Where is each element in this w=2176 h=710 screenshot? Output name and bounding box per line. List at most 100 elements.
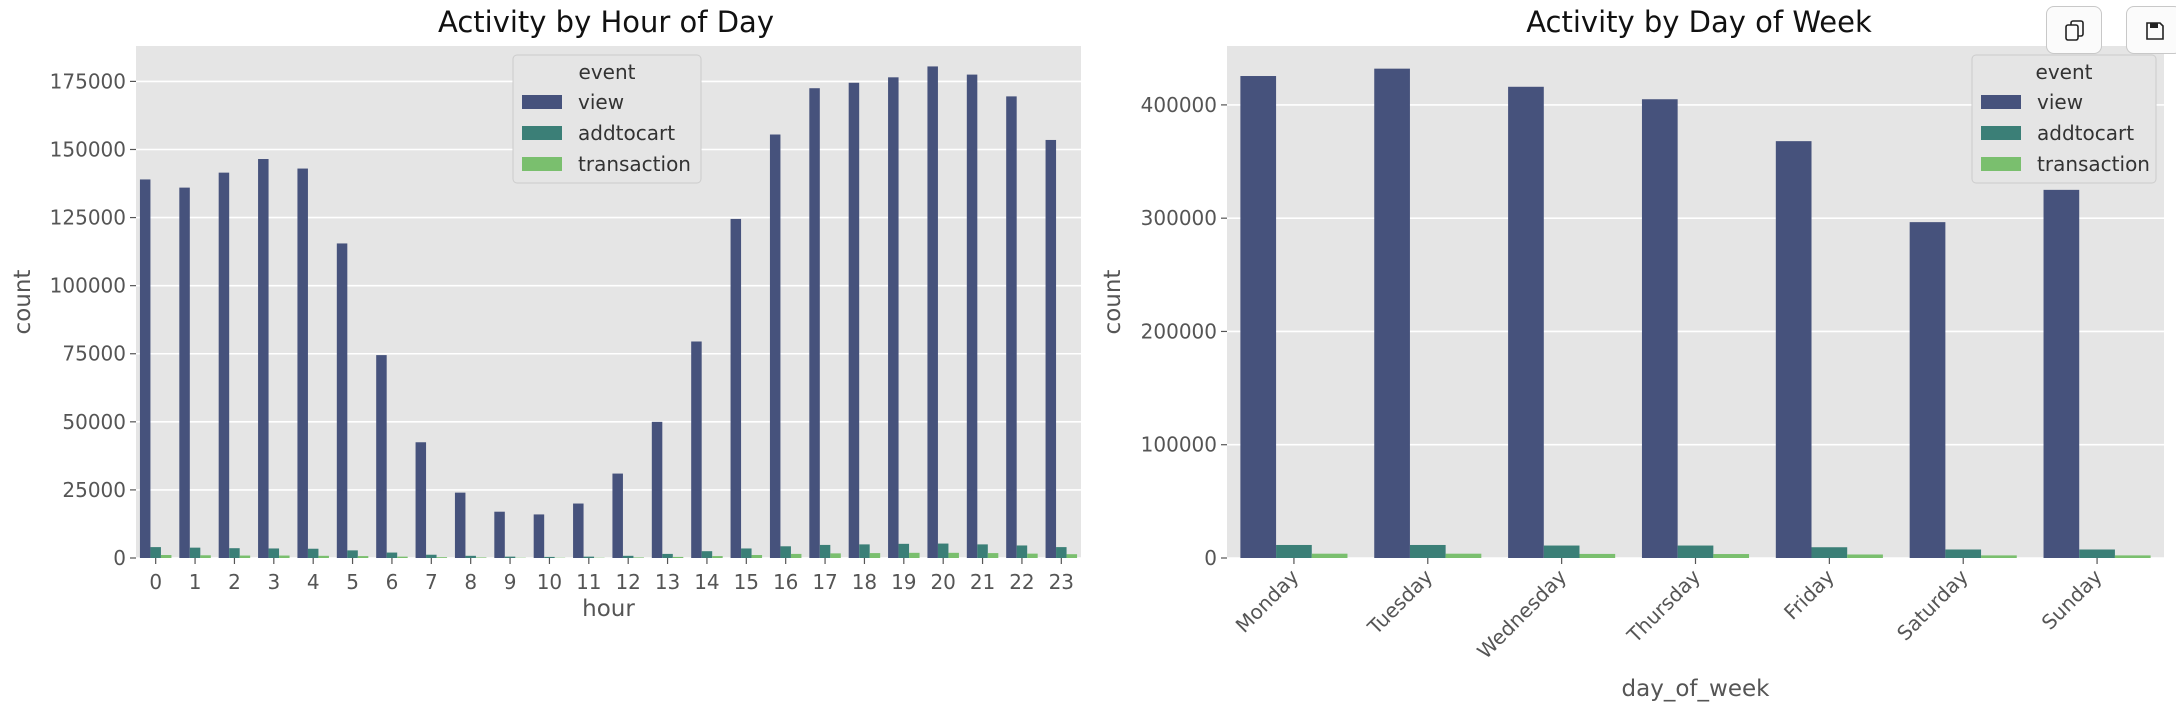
- copy-icon: [2065, 20, 2084, 41]
- bar-view-6: [376, 355, 387, 558]
- legend-label-view: view: [2037, 90, 2083, 114]
- bar-view-Sunday: [2043, 189, 2080, 559]
- legend-title: event: [579, 60, 636, 84]
- y-tick-label: 400000: [1141, 93, 1217, 117]
- bar-view-12: [612, 473, 623, 558]
- bar-addtocart-8: [465, 555, 476, 558]
- bar-transaction-3: [279, 555, 290, 558]
- bar-view-8: [454, 492, 466, 558]
- bar-addtocart-4: [307, 548, 319, 558]
- bar-transaction-23: [1066, 554, 1078, 558]
- bar-addtocart-19: [898, 543, 910, 558]
- chart-title: Activity by Day of Week: [1526, 5, 1872, 39]
- bar-addtocart-16: [780, 546, 791, 558]
- bar-transaction-16: [790, 553, 802, 558]
- bar-transaction-2: [239, 555, 251, 558]
- x-tick-label: 15: [734, 570, 759, 594]
- x-tick-label: 20: [930, 570, 955, 594]
- x-axis-label: hour: [582, 596, 635, 622]
- bar-view-18: [848, 82, 860, 558]
- bar-transaction-4: [318, 555, 329, 558]
- bar-addtocart-Sunday: [2079, 549, 2115, 558]
- y-axis-label: count: [10, 270, 36, 335]
- bar-addtocart-Wednesday: [1543, 545, 1580, 558]
- bar-transaction-17: [830, 553, 841, 558]
- legend-label-addtocart: addtocart: [2037, 121, 2134, 145]
- bar-view-14: [691, 341, 702, 558]
- y-tick-label: 300000: [1141, 206, 1217, 230]
- x-tick-label: 9: [504, 570, 517, 594]
- bar-addtocart-21: [977, 544, 988, 558]
- x-tick-label: 2: [228, 570, 241, 594]
- x-tick-label: Tuesday: [1362, 564, 1437, 639]
- y-tick-label: 0: [113, 546, 126, 570]
- bar-view-11: [573, 503, 584, 558]
- y-tick-label: 75000: [62, 342, 126, 366]
- bar-transaction-6: [397, 556, 408, 558]
- bar-view-15: [730, 218, 742, 559]
- bar-transaction-20: [948, 552, 959, 558]
- bar-transaction-15: [751, 555, 763, 558]
- legend-swatch-view: [1981, 95, 2021, 109]
- bar-addtocart-9: [504, 556, 516, 558]
- bar-addtocart-14: [701, 551, 713, 558]
- bar-transaction-21: [987, 553, 999, 558]
- bar-transaction-Friday: [1847, 554, 1883, 558]
- bar-transaction-8: [475, 557, 487, 558]
- bar-addtocart-1: [189, 547, 201, 558]
- bar-view-Friday: [1775, 141, 1812, 558]
- bar-addtocart-7: [426, 554, 437, 558]
- bar-view-21: [966, 74, 978, 559]
- bar-addtocart-Friday: [1811, 547, 1848, 558]
- y-axis-label: count: [1100, 270, 1126, 335]
- bar-view-2: [218, 172, 230, 558]
- x-tick-label: 0: [149, 570, 162, 594]
- legend-label-addtocart: addtocart: [578, 121, 675, 145]
- legend-box: [512, 54, 702, 184]
- x-tick-label: 17: [812, 570, 837, 594]
- bar-view-17: [809, 88, 820, 558]
- legend-swatch-addtocart: [1981, 126, 2021, 140]
- x-tick-label: 7: [425, 570, 438, 594]
- y-tick-label: 0: [1204, 546, 1217, 570]
- x-tick-label: Saturday: [1892, 564, 1973, 645]
- bar-view-Thursday: [1641, 99, 1678, 558]
- bar-view-5: [336, 243, 348, 558]
- y-tick-label: 25000: [62, 478, 126, 502]
- y-tick-label: 50000: [62, 410, 126, 434]
- bar-view-4: [297, 168, 308, 558]
- x-tick-label: 4: [307, 570, 320, 594]
- x-tick-label: 3: [267, 570, 280, 594]
- x-tick-label: 1: [189, 570, 202, 594]
- legend-box: [1971, 54, 2157, 184]
- bar-addtocart-10: [544, 556, 555, 558]
- x-tick-label: 8: [464, 570, 477, 594]
- x-tick-label: 10: [537, 570, 562, 594]
- legend-swatch-view: [522, 95, 562, 109]
- bar-transaction-Thursday: [1713, 554, 1750, 558]
- bar-transaction-18: [869, 553, 881, 558]
- bar-transaction-5: [357, 556, 369, 558]
- copy-button[interactable]: [2046, 6, 2102, 54]
- bar-addtocart-2: [229, 548, 240, 558]
- bar-addtocart-0: [150, 547, 161, 558]
- bar-transaction-0: [160, 555, 172, 558]
- x-tick-label: Wednesday: [1472, 564, 1571, 663]
- x-tick-label: 21: [970, 570, 995, 594]
- bar-addtocart-13: [662, 553, 673, 558]
- bar-view-9: [494, 511, 505, 558]
- save-icon: [2146, 22, 2164, 40]
- x-tick-label: 23: [1049, 570, 1074, 594]
- y-tick-label: 175000: [50, 69, 126, 93]
- save-button[interactable]: [2126, 6, 2176, 54]
- bar-addtocart-23: [1056, 547, 1067, 558]
- x-tick-label: Friday: [1779, 564, 1839, 624]
- bar-addtocart-Saturday: [1945, 549, 1982, 558]
- bar-addtocart-15: [741, 548, 752, 558]
- x-tick-label: 14: [694, 570, 719, 594]
- y-tick-label: 125000: [50, 206, 126, 230]
- bar-addtocart-12: [622, 555, 634, 558]
- bar-addtocart-18: [859, 544, 870, 558]
- bar-view-1: [179, 187, 190, 559]
